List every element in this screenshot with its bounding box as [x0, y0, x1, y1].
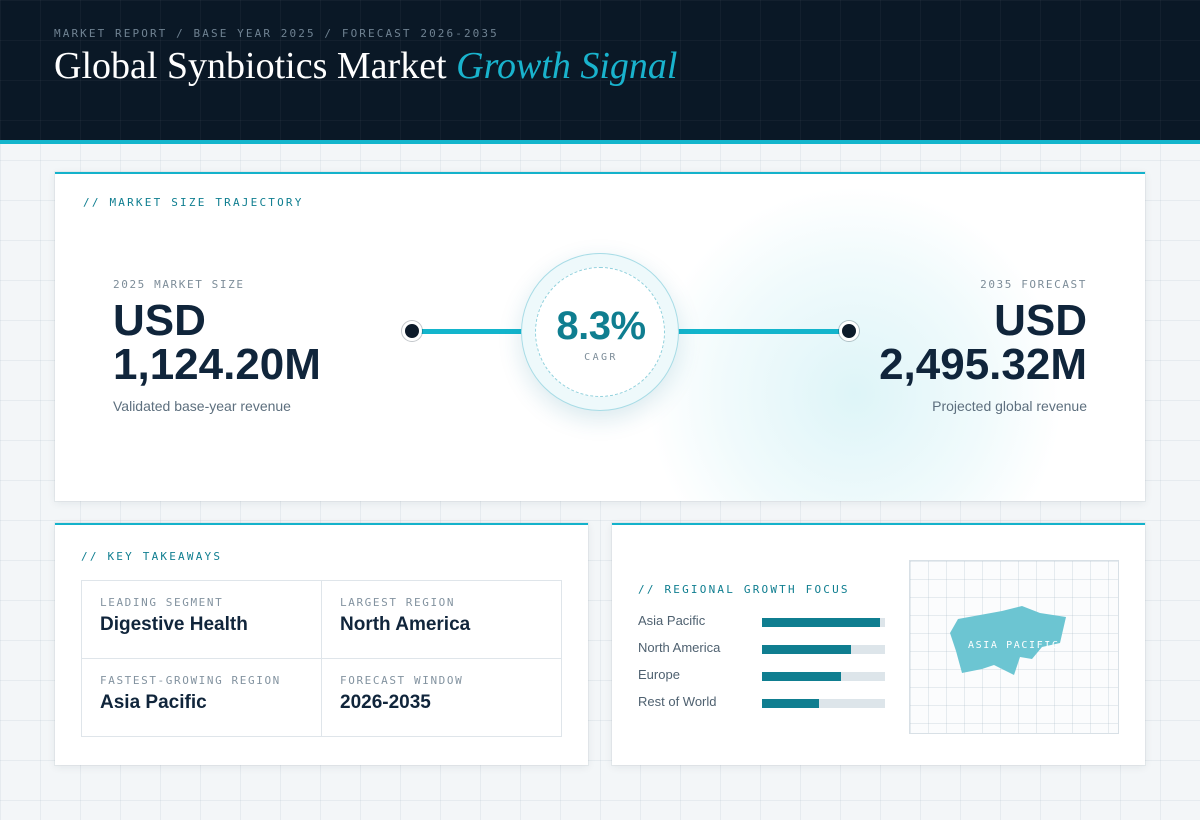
title-accent: Growth Signal [456, 45, 678, 87]
region-bar-track [762, 699, 885, 708]
region-bar-fill [762, 618, 881, 627]
takeaways-grid: LEADING SEGMENT Digestive Health LARGEST… [81, 580, 562, 737]
forecast-caption: Projected global revenue [932, 398, 1087, 414]
region-bar-track [762, 672, 885, 681]
header-accent-rule [0, 140, 1200, 144]
cagr-badge: 8.3% CAGR [521, 253, 679, 411]
forecast-glow [645, 184, 1065, 501]
region-bar-track [762, 645, 885, 654]
region-bar-fill [762, 672, 841, 681]
region-bar-track [762, 618, 885, 627]
region-row: Europe [638, 667, 886, 683]
base-year-caption: Validated base-year revenue [113, 398, 291, 414]
takeaway-label: FORECAST WINDOW [340, 674, 464, 687]
takeaway-value: North America [340, 614, 471, 635]
region-row: Rest of World [638, 694, 886, 710]
report-header: MARKET REPORT / BASE YEAR 2025 / FORECAS… [0, 0, 1200, 140]
forecast-label: 2035 FORECAST [980, 278, 1087, 291]
trajectory-line-left [415, 329, 533, 334]
takeaway-label: LEADING SEGMENT [100, 596, 224, 609]
section-label-trajectory: // MARKET SIZE TRAJECTORY [83, 196, 304, 209]
cagr-value: 8.3% [556, 304, 646, 348]
takeaway-largest-region: LARGEST REGION North America [322, 581, 562, 659]
takeaway-value: Asia Pacific [100, 692, 207, 713]
takeaway-leading-segment: LEADING SEGMENT Digestive Health [82, 581, 322, 659]
section-label-regional: // REGIONAL GROWTH FOCUS [638, 583, 850, 596]
takeaway-label: LARGEST REGION [340, 596, 456, 609]
map-region-label: ASIA PACIFIC [968, 640, 1060, 651]
region-name: North America [638, 640, 721, 655]
region-bar-fill [762, 699, 819, 708]
trajectory-line-right [667, 329, 843, 334]
section-label-takeaways: // KEY TAKEAWAYS [81, 550, 223, 563]
base-year-label: 2025 MARKET SIZE [113, 278, 245, 291]
base-year-value: 1,124.20M [113, 340, 321, 389]
takeaway-forecast-window: FORECAST WINDOW 2026-2035 [322, 659, 562, 737]
forecast-currency: USD [994, 296, 1087, 345]
region-name: Europe [638, 667, 680, 682]
asia-pacific-region-shape [950, 606, 1066, 675]
forecast-point [839, 321, 859, 341]
asia-pacific-map: ASIA PACIFIC [909, 560, 1119, 734]
base-year-point [402, 321, 422, 341]
report-eyebrow: MARKET REPORT / BASE YEAR 2025 / FORECAS… [54, 27, 499, 40]
regional-growth-card: // REGIONAL GROWTH FOCUS Asia Pacific No… [612, 523, 1145, 765]
asia-pacific-map-icon [950, 606, 1066, 675]
page-title: Global Synbiotics Market Growth Signal [54, 44, 677, 88]
takeaway-value: 2026-2035 [340, 692, 431, 713]
cagr-label: CAGR [584, 352, 618, 363]
region-row: Asia Pacific [638, 613, 886, 629]
region-name: Rest of World [638, 694, 717, 709]
base-year-currency: USD [113, 296, 206, 345]
takeaway-value: Digestive Health [100, 614, 248, 635]
region-name: Asia Pacific [638, 613, 706, 628]
region-row: North America [638, 640, 886, 656]
key-takeaways-card: // KEY TAKEAWAYS LEADING SEGMENT Digesti… [55, 523, 588, 765]
market-size-trajectory-card: // MARKET SIZE TRAJECTORY 2025 MARKET SI… [55, 172, 1145, 501]
forecast-value: 2,495.32M [879, 340, 1087, 389]
cagr-badge-inner: 8.3% CAGR [535, 267, 665, 397]
title-main: Global Synbiotics Market [54, 45, 447, 87]
region-bar-fill [762, 645, 851, 654]
takeaway-label: FASTEST-GROWING REGION [100, 674, 281, 687]
takeaway-fastest-growing-region: FASTEST-GROWING REGION Asia Pacific [82, 659, 322, 737]
